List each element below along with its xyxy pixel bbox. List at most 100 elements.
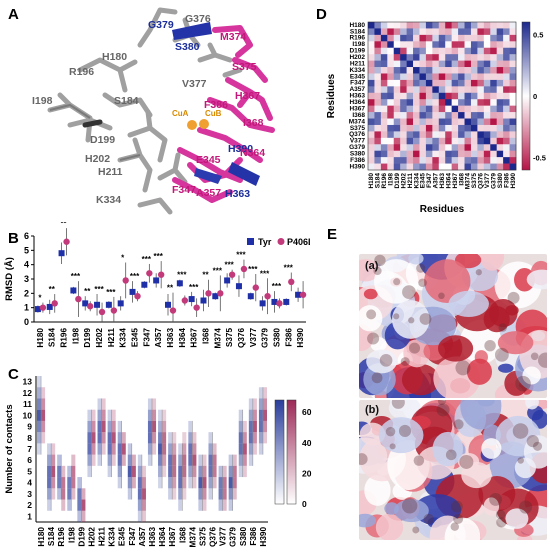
p406l-contact-cell — [242, 443, 247, 455]
correlation-cell — [496, 54, 504, 61]
correlation-cell — [368, 157, 375, 164]
correlation-cell — [490, 150, 497, 158]
correlation-cell — [400, 157, 407, 164]
correlation-cell — [470, 150, 478, 158]
tyr-contact-cell — [238, 420, 243, 433]
y-tick-label: R196 — [349, 35, 365, 42]
correlation-cell — [393, 47, 401, 55]
correlation-cell — [470, 34, 478, 42]
y-tick-label: S380 — [350, 151, 366, 158]
surface-shadow — [507, 291, 520, 304]
x-tick-label: F347 — [426, 173, 433, 188]
correlation-cell — [393, 157, 401, 164]
tyr-contact-cell — [188, 432, 193, 444]
x-tick-label: H202 — [95, 328, 104, 348]
tyr-contact-cell — [208, 443, 213, 455]
p406l-contact-cell — [172, 454, 177, 466]
p406l-marker — [264, 293, 271, 300]
surface-shadow — [450, 522, 459, 531]
correlation-cell — [445, 41, 452, 49]
y-tick-label: 1 — [24, 303, 29, 313]
surface-shadow — [408, 342, 421, 354]
grey-residue-stick — [157, 152, 188, 185]
correlation-cell — [470, 163, 478, 171]
surface-patch — [448, 290, 489, 318]
tyr-contact-cell — [218, 488, 223, 500]
p406l-contact-cell — [182, 432, 187, 444]
surface-shadow — [512, 423, 529, 439]
correlation-cell — [432, 28, 440, 36]
surface-patch — [392, 300, 430, 339]
correlation-cell — [451, 112, 459, 119]
correlation-cell — [509, 54, 517, 61]
p406l-contact-cell — [91, 420, 96, 433]
correlation-cell — [387, 67, 395, 74]
surface-patch — [497, 331, 534, 355]
tyr-contact-cell — [97, 398, 102, 410]
significance-mark: *** — [236, 251, 246, 260]
correlation-cell — [432, 34, 440, 42]
tyr-contact-cell — [117, 454, 122, 466]
correlation-cell — [374, 157, 382, 164]
p406l-contact-cell — [141, 477, 146, 489]
correlation-cell — [425, 67, 433, 74]
x-tick-label: V377 — [249, 328, 258, 348]
significance-mark: *** — [130, 272, 140, 281]
tyr-marker — [235, 283, 242, 290]
x-tick-label: A357 — [138, 527, 147, 547]
correlation-cell — [413, 131, 420, 139]
p406l-contact-cell — [152, 432, 157, 444]
surface-shadow — [373, 266, 382, 276]
p406l-contact-cell — [152, 398, 157, 410]
correlation-cell — [432, 67, 440, 74]
x-tick-label: S184 — [375, 173, 382, 189]
x-tick-label: H367 — [168, 527, 177, 547]
correlation-cell — [509, 28, 517, 36]
p406l-contact-cell — [101, 398, 106, 410]
correlation-cell — [406, 54, 414, 61]
x-tick-label: S380 — [272, 328, 281, 348]
surface-patch — [394, 499, 429, 523]
x-tick-label: S380 — [239, 527, 248, 547]
p406l-contact-cell — [192, 432, 197, 444]
correlation-cell — [458, 144, 465, 151]
tyr-contact-cell — [178, 477, 183, 489]
p406l-contact-cell — [242, 454, 247, 466]
x-tick-label: M374 — [188, 527, 197, 548]
p406l-contact-cell — [91, 443, 96, 455]
tyr-contact-cell — [238, 432, 243, 444]
correlation-cell — [419, 92, 427, 100]
grey-residue-stick — [197, 42, 243, 78]
tyr-marker — [200, 297, 207, 304]
correlation-cell — [419, 124, 427, 132]
correlation-cell — [496, 79, 504, 87]
correlation-cell — [380, 157, 388, 164]
p406l-contact-cell — [252, 443, 257, 455]
p406l-contact-cell — [192, 454, 197, 466]
correlation-cell — [451, 105, 459, 113]
x-tick-label: I368 — [178, 527, 187, 543]
p406l-contact-cell — [101, 409, 106, 421]
p406l-marker — [193, 304, 200, 311]
p406l-contact-cell — [182, 443, 187, 455]
correlation-cell — [509, 67, 517, 74]
correlation-cell — [509, 22, 517, 29]
tyr-contact-cell — [178, 443, 183, 455]
surface-patch — [359, 305, 383, 332]
correlation-cell — [483, 99, 491, 106]
correlation-cell — [509, 92, 517, 100]
correlation-cell — [393, 124, 401, 132]
p406l-marker — [87, 303, 94, 310]
correlation-cell — [419, 137, 427, 145]
correlation-cell — [503, 112, 510, 119]
correlation-cell — [374, 131, 382, 139]
correlation-cell — [438, 105, 446, 113]
y-tick-label: H211 — [350, 60, 366, 67]
p406l-contact-cell — [262, 398, 267, 410]
p406l-contact-cell — [232, 477, 237, 489]
p406l-contact-cell — [111, 409, 116, 421]
significance-mark: *** — [154, 252, 164, 261]
magenta-residue-stick — [225, 77, 273, 121]
correlation-cell — [432, 86, 440, 94]
p406l-contact-cell — [232, 488, 237, 500]
